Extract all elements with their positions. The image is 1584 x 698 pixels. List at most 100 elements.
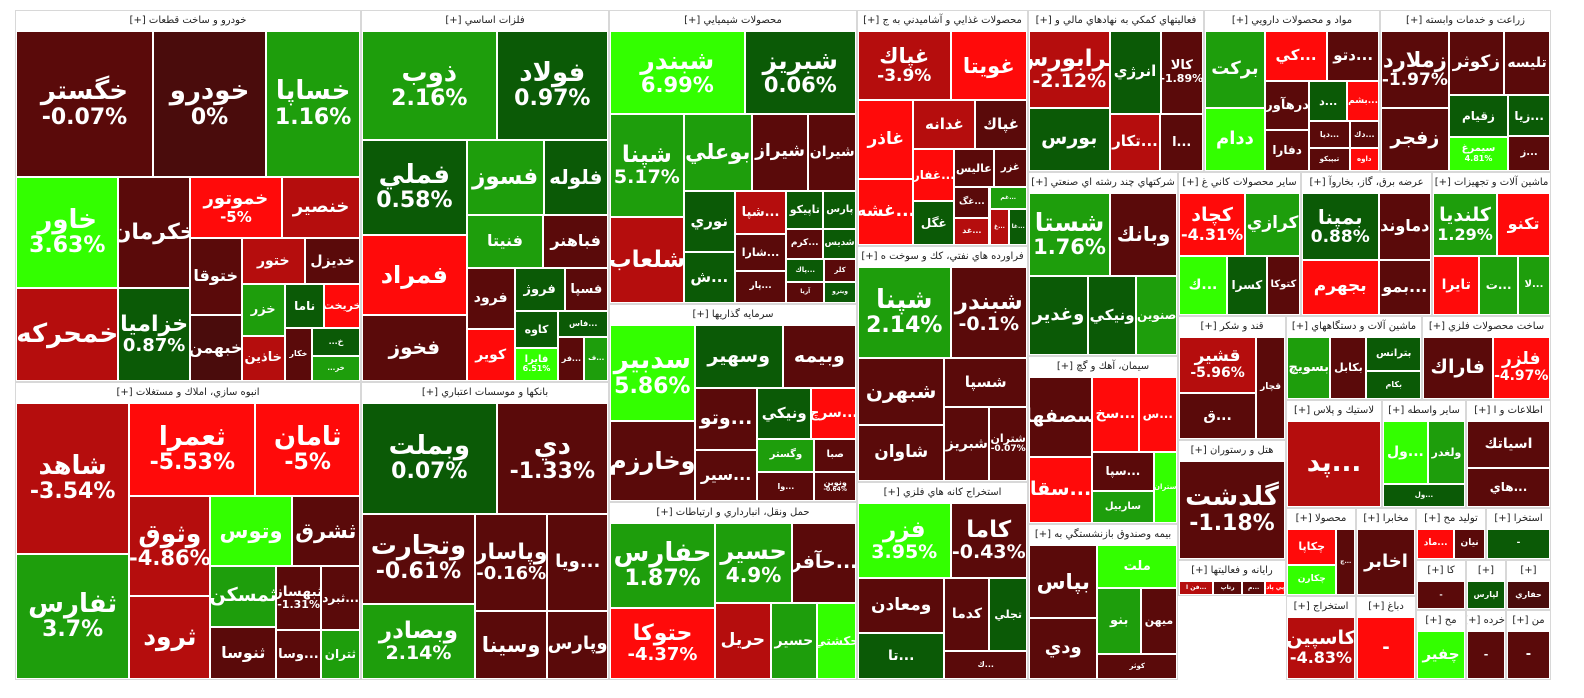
stock-tile[interactable]: بمپنا 0.88%	[1302, 193, 1379, 260]
stock-tile[interactable]: حسير	[770, 602, 818, 679]
sector-title[interactable]: ساير واسطه [+]	[1388, 405, 1460, 416]
sector-title[interactable]: لاستيك و پلاس [+]	[1293, 405, 1375, 416]
sector-title[interactable]: خرده [+]	[1467, 615, 1505, 626]
sector-title[interactable]: سایر محصولات کاني غ [+]	[1182, 177, 1297, 188]
stock-tile[interactable]: وبيمه	[782, 325, 856, 389]
stock-tile[interactable]: شيراز	[751, 113, 809, 192]
stock-tile[interactable]: ...غفار	[913, 149, 955, 202]
stock-tile[interactable]: خمحركه	[16, 288, 119, 381]
stock-tile[interactable]: تجلي	[989, 578, 1027, 652]
stock-tile[interactable]: شديس	[823, 229, 856, 259]
stock-tile[interactable]: ولغدر	[1427, 421, 1465, 484]
stock-tile[interactable]: ...دك	[1349, 121, 1379, 149]
stock-tile[interactable]: ...س	[1138, 377, 1177, 452]
stock-tile[interactable]: فملي 0.58%	[362, 139, 467, 236]
stock-tile[interactable]: ...ق	[1179, 392, 1257, 439]
stock-tile[interactable]: بورس	[1029, 107, 1110, 171]
stock-tile[interactable]: حريل	[715, 602, 771, 679]
stock-tile[interactable]: خنصير	[282, 177, 360, 238]
stock-tile[interactable]: نوري	[683, 191, 735, 252]
sector-title[interactable]: كا [+]	[1427, 565, 1455, 576]
stock-tile[interactable]: وبملت 0.07%	[362, 403, 497, 514]
sector-title[interactable]: شركتهاي چند رشته اي صنعتي [+]	[1031, 177, 1175, 188]
stock-tile[interactable]: لپارس	[1467, 581, 1505, 609]
stock-tile[interactable]: خاذين	[241, 335, 285, 381]
stock-tile[interactable]: اخابر	[1357, 529, 1415, 595]
stock-tile[interactable]: فرابورس-2.12%	[1029, 31, 1110, 108]
stock-tile[interactable]: ثتران	[320, 630, 360, 679]
stock-tile[interactable]: كلنديا 1.29%	[1433, 193, 1498, 256]
stock-tile[interactable]: شبريز 0.06%	[744, 31, 856, 114]
stock-tile[interactable]: ...بمو	[1378, 259, 1431, 315]
stock-tile[interactable]: ...لا	[1517, 255, 1550, 315]
stock-tile[interactable]: بنو	[1097, 588, 1141, 655]
sector-title[interactable]: من [+]	[1512, 615, 1545, 626]
stock-tile[interactable]: ...پاك	[786, 258, 825, 282]
stock-tile[interactable]: ...شارا	[734, 234, 787, 272]
stock-tile[interactable]: -	[1487, 529, 1550, 559]
stock-tile[interactable]: شتران -0.07%	[989, 406, 1027, 481]
stock-tile[interactable]: ...تكار	[1109, 113, 1161, 171]
sector-title[interactable]: بيمه وصندوق بازنشستگي به [+]	[1034, 529, 1172, 540]
stock-tile[interactable]: كچاد -4.31%	[1179, 193, 1246, 256]
stock-tile[interactable]: وتجارت -0.61%	[362, 513, 475, 604]
stock-tile[interactable]: ...ويا	[547, 513, 608, 611]
stock-tile[interactable]: خزر	[241, 284, 285, 336]
sector-title[interactable]: [+]	[1477, 565, 1495, 576]
stock-tile[interactable]: ويترو	[824, 281, 856, 303]
stock-tile[interactable]: سصفها	[1029, 377, 1093, 457]
stock-tile[interactable]: حفارس 1.87%	[610, 523, 716, 609]
stock-tile[interactable]: فروژ	[514, 267, 565, 311]
stock-tile[interactable]: ...وتو	[694, 388, 758, 450]
stock-tile[interactable]: نيان	[1454, 529, 1485, 559]
stock-tile[interactable]: ...ك	[1179, 255, 1227, 315]
stock-tile[interactable]: دفارا	[1264, 130, 1310, 171]
stock-tile[interactable]: چكاپا	[1287, 529, 1337, 566]
stock-tile[interactable]: خكرمان	[118, 177, 190, 289]
sector-title[interactable]: استخراج كانه هاي فلزي [+]	[883, 487, 1002, 498]
stock-tile[interactable]: فرود	[466, 267, 515, 329]
sector-title[interactable]: فراورده هاي نفتي، كك و سوخت ه [+]	[861, 251, 1024, 262]
stock-tile[interactable]: ملت	[1097, 545, 1177, 589]
stock-tile[interactable]: صنوين	[1136, 276, 1177, 355]
stock-tile[interactable]: ...ت	[1479, 255, 1518, 315]
stock-tile[interactable]: اسياتك	[1467, 421, 1550, 469]
stock-tile[interactable]: كلر	[824, 258, 856, 282]
sector-title[interactable]: حمل ونقل، انبارداري و ارتباطات [+]	[656, 507, 810, 518]
sector-title[interactable]: فلزات اساسي [+]	[445, 15, 525, 26]
stock-tile[interactable]: فلوله	[543, 139, 608, 215]
sector-title[interactable]: سيمان، آهك و گچ [+]	[1056, 361, 1150, 372]
stock-tile[interactable]: بكام	[1366, 370, 1421, 399]
stock-tile[interactable]: شبريز	[944, 406, 990, 481]
stock-tile[interactable]: وثوق -4.86%	[129, 495, 211, 596]
stock-tile[interactable]: دي -1.33%	[496, 403, 608, 514]
stock-tile[interactable]: ...ول	[1383, 421, 1428, 484]
stock-tile[interactable]: داوه	[1349, 148, 1379, 171]
stock-tile[interactable]: حتوكا -4.37%	[610, 608, 716, 679]
stock-tile[interactable]: ...سخ	[1092, 377, 1139, 452]
stock-tile[interactable]: خاور 3.63%	[16, 177, 119, 289]
stock-tile[interactable]: ثشرق	[291, 495, 360, 566]
stock-tile[interactable]: سيمرغ 4.81%	[1448, 136, 1509, 171]
stock-tile[interactable]: ختوقا	[189, 237, 242, 315]
stock-tile[interactable]: ودي	[1029, 618, 1098, 679]
stock-tile[interactable]: فخوز	[362, 314, 467, 381]
stock-tile[interactable]: كسرا	[1226, 255, 1267, 315]
stock-tile[interactable]: ...بشم	[1347, 81, 1379, 122]
stock-tile[interactable]: شبهرن	[858, 358, 945, 426]
sector-title[interactable]: اطلاعات و ا [+]	[1474, 405, 1543, 416]
stock-tile[interactable]: چكارن	[1287, 565, 1337, 595]
stock-tile[interactable]: ...چ	[1336, 529, 1355, 595]
stock-tile[interactable]: ...سير	[694, 449, 758, 501]
stock-tile[interactable]: ...غا	[1009, 209, 1027, 245]
stock-tile[interactable]: ...ثبرد	[321, 565, 360, 631]
stock-tile[interactable]: كاوه	[514, 310, 559, 349]
stock-tile[interactable]: وبانك	[1110, 193, 1177, 277]
stock-tile[interactable]: خگستر -0.07%	[16, 31, 153, 178]
stock-tile[interactable]: ...سرچ	[810, 388, 856, 439]
stock-tile[interactable]: ...زيا	[1508, 95, 1550, 137]
stock-tile[interactable]: بجهرم	[1302, 259, 1379, 315]
stock-tile[interactable]: شلعاب	[610, 217, 684, 303]
stock-tile[interactable]: خكار	[284, 328, 313, 381]
stock-tile[interactable]: تكنو	[1497, 193, 1550, 256]
